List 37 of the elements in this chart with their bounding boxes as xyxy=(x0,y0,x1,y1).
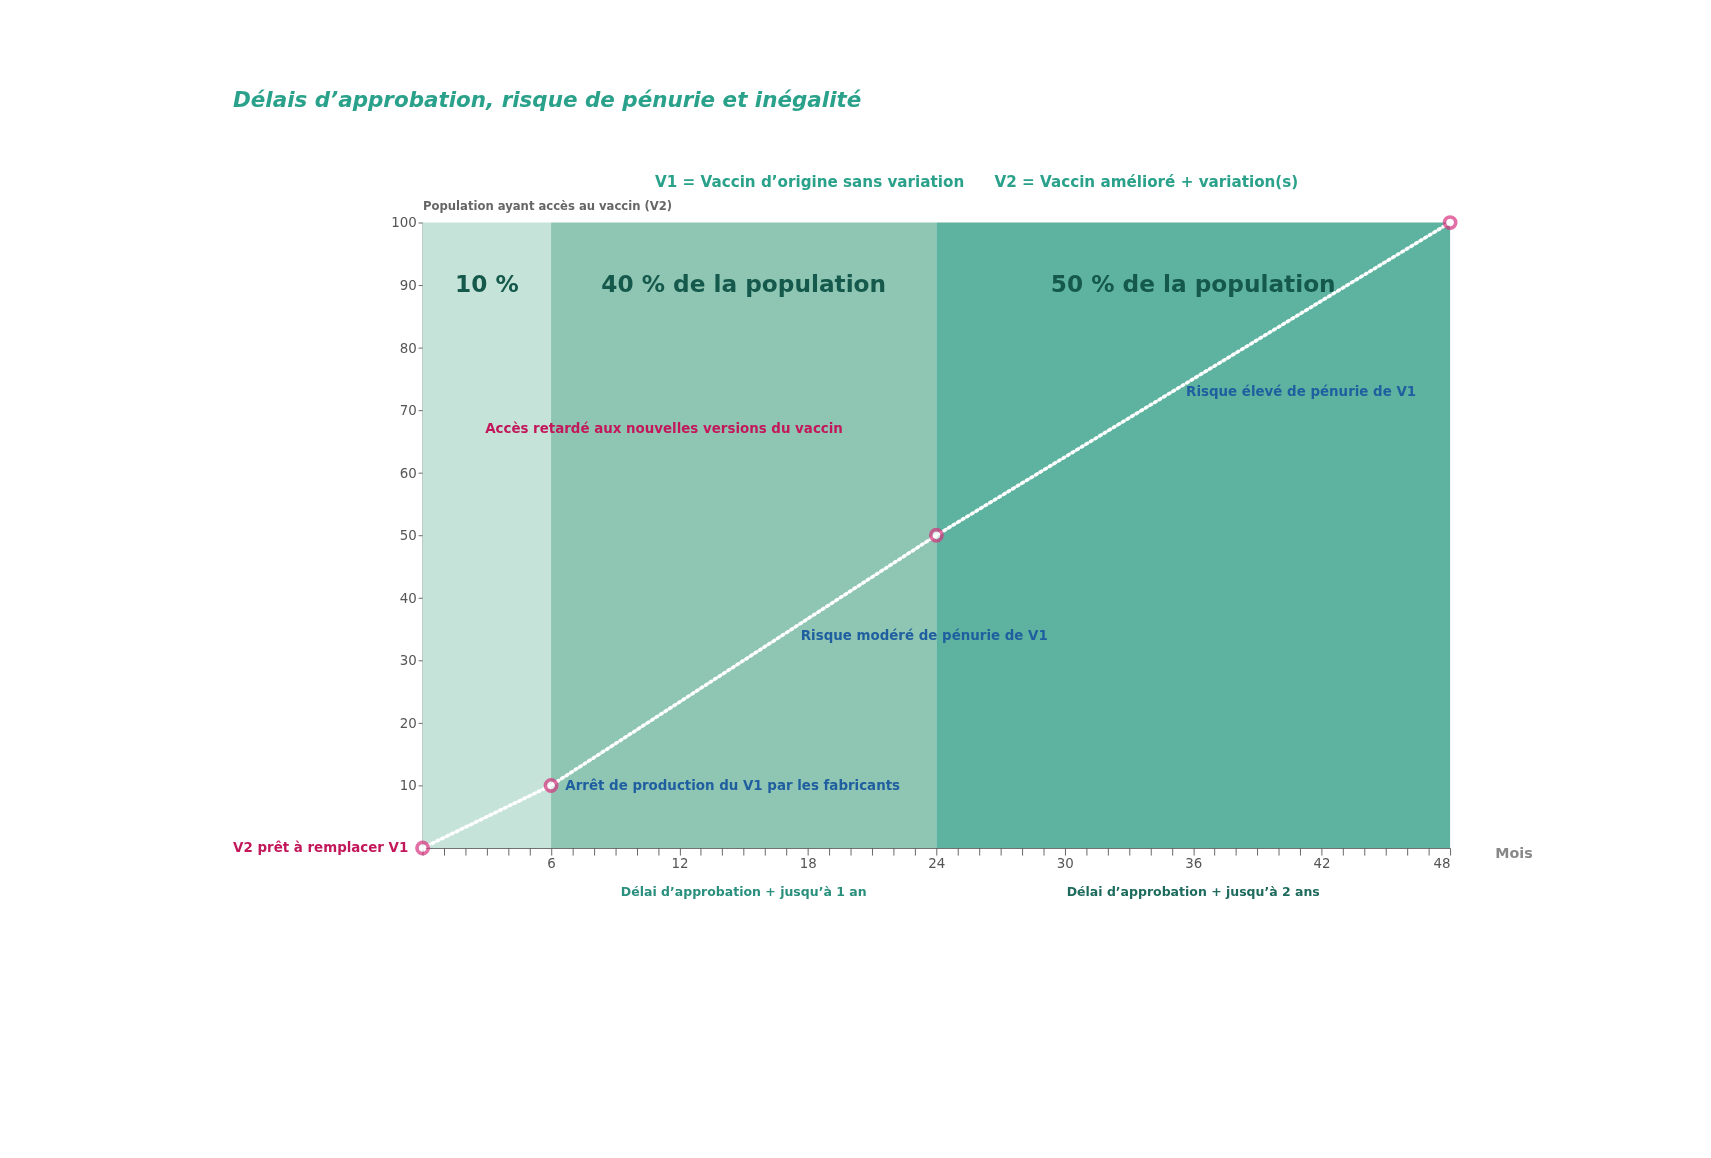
annotation: Risque modéré de pénurie de V1 xyxy=(800,627,1048,643)
y-tick-label: 70 xyxy=(399,403,417,419)
y-tick-label: 60 xyxy=(399,465,417,481)
x-axis-title: Mois xyxy=(1495,845,1533,862)
text: V2 = Vaccin amélioré + variation(s) xyxy=(994,172,1299,191)
x-tick-label: 24 xyxy=(928,856,946,872)
chart-title: Délais d’approbation, risque de pénurie et inégalité xyxy=(232,87,862,113)
point xyxy=(543,778,559,793)
annotation: Arrêt de production du V1 par les fabricants xyxy=(565,777,901,793)
text: Délai d’approbation + jusqu’à 1 an xyxy=(620,884,867,900)
x-tick-label: 30 xyxy=(1056,856,1074,872)
y-axis-title: Population ayant accès au vaccin (V2) xyxy=(423,198,673,213)
band-label: 40 % de la population xyxy=(601,270,887,298)
y-tick-label: 40 xyxy=(399,590,417,606)
y-tick-label: 30 xyxy=(399,653,417,669)
x-tick-label: 48 xyxy=(1433,856,1451,872)
annotation: Accès retardé aux nouvelles versions du vaccin xyxy=(485,420,843,436)
point xyxy=(1442,215,1458,230)
y-tick-label: 50 xyxy=(399,528,417,544)
x-tick-label: 36 xyxy=(1185,856,1203,872)
text: Délai d’approbation + jusqu’à 2 ans xyxy=(1066,884,1320,900)
x-tick-label: 12 xyxy=(671,856,689,872)
annotation: Risque élevé de pénurie de V1 xyxy=(1186,383,1417,399)
y-tick-label: 10 xyxy=(399,778,417,794)
x-tick-label: 18 xyxy=(799,856,817,872)
x-tick-label: 42 xyxy=(1313,856,1331,872)
band-label: 10 % xyxy=(454,270,519,298)
y-tick-label: 90 xyxy=(399,278,417,294)
x-tick-label: 6 xyxy=(547,856,556,872)
point xyxy=(928,527,944,543)
y-tick-label: 20 xyxy=(399,715,417,731)
y-tick-label: 100 xyxy=(391,215,417,231)
text: V1 = Vaccin d’origine sans variation xyxy=(654,172,965,191)
point xyxy=(415,840,431,856)
annotation: V2 prêt à remplacer V1 xyxy=(233,840,409,856)
band-label: 50 % de la population xyxy=(1050,270,1336,298)
y-tick-label: 80 xyxy=(399,340,417,356)
